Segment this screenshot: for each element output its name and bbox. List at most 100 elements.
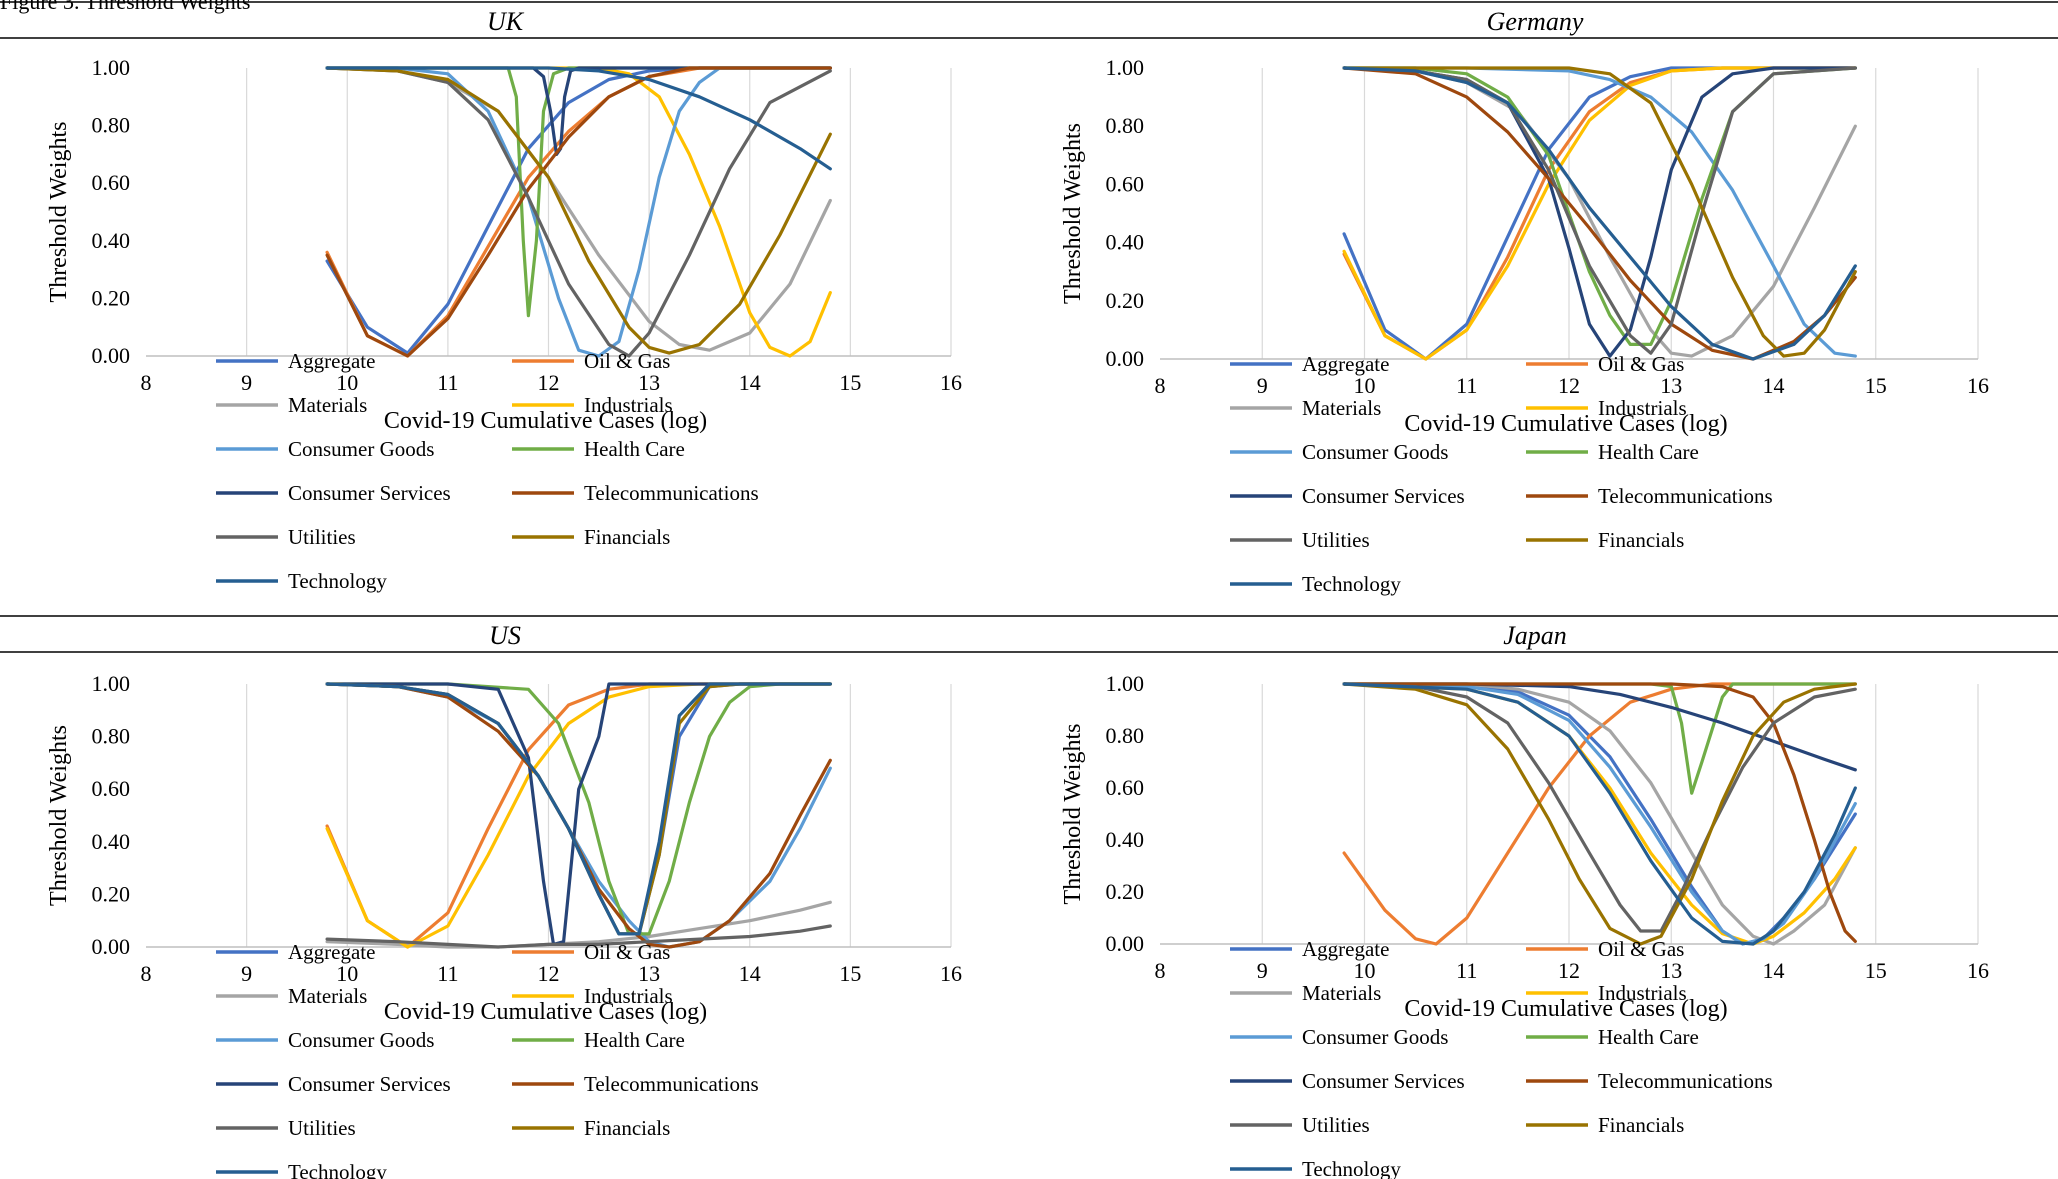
x-tick-label: 12: [1558, 373, 1580, 398]
legend-label: Materials: [1302, 981, 1381, 1005]
series-line-0: [325, 66, 832, 355]
x-tick-label: 12: [538, 370, 560, 395]
series-line-4: [1342, 66, 1857, 358]
series-line-4: [325, 66, 832, 358]
y-tick-label: 1.00: [1106, 671, 1145, 696]
y-axis-title: Threshold Weights: [46, 725, 72, 906]
y-tick-label: 0.60: [92, 170, 131, 195]
series-line-8: [1342, 682, 1857, 933]
legend-label: Consumer Goods: [288, 437, 434, 461]
panel-title: UK: [487, 7, 525, 36]
x-axis-title: Covid-19 Cumulative Cases (log): [384, 408, 707, 434]
x-tick-label: 10: [1354, 958, 1376, 983]
y-tick-label: 0.40: [1106, 827, 1145, 852]
y-tick-label: 0.00: [1106, 931, 1145, 956]
legend-label: Technology: [288, 569, 387, 593]
series-line-9: [1342, 66, 1857, 358]
legend-label: Oil & Gas: [584, 940, 670, 964]
x-axis-title: Covid-19 Cumulative Cases (log): [384, 999, 707, 1025]
y-axis-title: Threshold Weights: [46, 122, 72, 303]
x-tick-label: 13: [1660, 958, 1682, 983]
series-line-1: [325, 682, 832, 949]
x-tick-label: 9: [1257, 958, 1268, 983]
series-line-4: [325, 682, 832, 949]
series-line-2: [325, 66, 832, 352]
x-tick-label: 8: [141, 370, 152, 395]
series-line-9: [1342, 682, 1857, 946]
legend-label: Materials: [288, 984, 367, 1008]
legend-label: Financials: [584, 1116, 670, 1140]
legend-label: Industrials: [584, 984, 673, 1008]
legend-label: Aggregate: [1302, 937, 1389, 961]
chart-panel-uk: [146, 66, 952, 583]
legend-label: Health Care: [584, 437, 685, 461]
y-tick-label: 0.80: [92, 724, 131, 749]
legend-label: Oil & Gas: [584, 349, 670, 373]
legend-label: Industrials: [1598, 981, 1687, 1005]
legend-label: Technology: [288, 1160, 387, 1179]
x-tick-label: 12: [538, 961, 560, 986]
y-tick-label: 0.00: [1106, 346, 1145, 371]
legend-label: Telecommunications: [1598, 484, 1773, 508]
series-line-7: [1342, 66, 1857, 361]
legend-label: Consumer Goods: [1302, 1025, 1448, 1049]
y-tick-label: 0.60: [1106, 775, 1145, 800]
x-tick-label: 13: [638, 961, 660, 986]
series-line-6: [325, 682, 832, 946]
legend-label: Health Care: [1598, 440, 1699, 464]
series-line-4: [1342, 682, 1857, 946]
y-tick-label: 0.20: [1106, 288, 1145, 313]
series-line-8: [325, 924, 832, 949]
x-tick-label: 13: [1660, 373, 1682, 398]
legend-label: Health Care: [584, 1028, 685, 1052]
series-line-10: [1342, 682, 1857, 946]
legend-label: Financials: [1598, 528, 1684, 552]
panel-title: Germany: [1487, 7, 1584, 36]
legend-label: Aggregate: [288, 940, 375, 964]
y-tick-label: 0.20: [1106, 879, 1145, 904]
legend-label: Telecommunications: [1598, 1069, 1773, 1093]
legend-label: Utilities: [288, 525, 356, 549]
x-tick-label: 15: [839, 370, 861, 395]
legend-label: Aggregate: [288, 349, 375, 373]
x-tick-label: 9: [1257, 373, 1268, 398]
y-tick-label: 0.00: [92, 343, 131, 368]
y-tick-label: 0.00: [92, 934, 131, 959]
y-axis-title: Threshold Weights: [1060, 724, 1086, 905]
legend-label: Telecommunications: [584, 481, 759, 505]
legend-label: Oil & Gas: [1598, 352, 1684, 376]
x-axis-title: Covid-19 Cumulative Cases (log): [1404, 411, 1727, 437]
y-tick-label: 0.80: [1106, 113, 1145, 138]
y-tick-label: 1.00: [92, 671, 131, 696]
y-tick-label: 0.20: [92, 285, 131, 310]
y-tick-label: 1.00: [92, 55, 131, 80]
series-line-1: [325, 66, 832, 358]
series-line-9: [325, 66, 832, 355]
x-tick-label: 16: [940, 961, 962, 986]
series-line-3: [1342, 66, 1857, 361]
x-tick-label: 15: [1865, 373, 1887, 398]
legend-label: Materials: [288, 393, 367, 417]
y-tick-label: 0.60: [92, 776, 131, 801]
legend-label: Consumer Services: [288, 481, 451, 505]
x-tick-label: 14: [1763, 373, 1785, 398]
series-line-10: [1342, 66, 1857, 361]
series-line-10: [325, 682, 832, 936]
legend-label: Financials: [1598, 1113, 1684, 1137]
x-tick-label: 8: [1155, 373, 1166, 398]
x-tick-label: 10: [336, 370, 358, 395]
series-line-2: [1342, 682, 1857, 946]
chart-panel-japan: [1160, 682, 1979, 1171]
legend-label: Financials: [584, 525, 670, 549]
y-tick-label: 0.20: [92, 881, 131, 906]
legend-label: Telecommunications: [584, 1072, 759, 1096]
x-tick-label: 11: [1456, 958, 1477, 983]
series-line-8: [325, 66, 832, 358]
y-tick-label: 0.60: [1106, 171, 1145, 196]
legend-label: Utilities: [288, 1116, 356, 1140]
legend-label: Consumer Goods: [1302, 440, 1448, 464]
x-tick-label: 10: [1354, 373, 1376, 398]
legend-label: Consumer Services: [288, 1072, 451, 1096]
x-axis-title: Covid-19 Cumulative Cases (log): [1404, 996, 1727, 1022]
